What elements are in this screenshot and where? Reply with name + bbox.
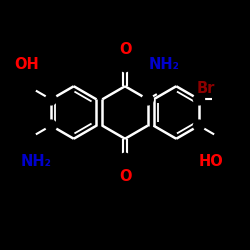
Circle shape — [120, 153, 130, 164]
Circle shape — [120, 61, 130, 72]
Circle shape — [46, 120, 56, 131]
Text: Br: Br — [196, 81, 214, 96]
Circle shape — [194, 94, 204, 105]
Circle shape — [46, 94, 56, 105]
Circle shape — [142, 94, 153, 105]
Text: O: O — [119, 42, 131, 57]
Text: NH₂: NH₂ — [20, 154, 51, 169]
Text: OH: OH — [14, 57, 39, 72]
Text: NH₂: NH₂ — [149, 57, 180, 72]
Text: HO: HO — [199, 154, 224, 169]
Circle shape — [194, 120, 204, 131]
Text: O: O — [119, 169, 131, 184]
